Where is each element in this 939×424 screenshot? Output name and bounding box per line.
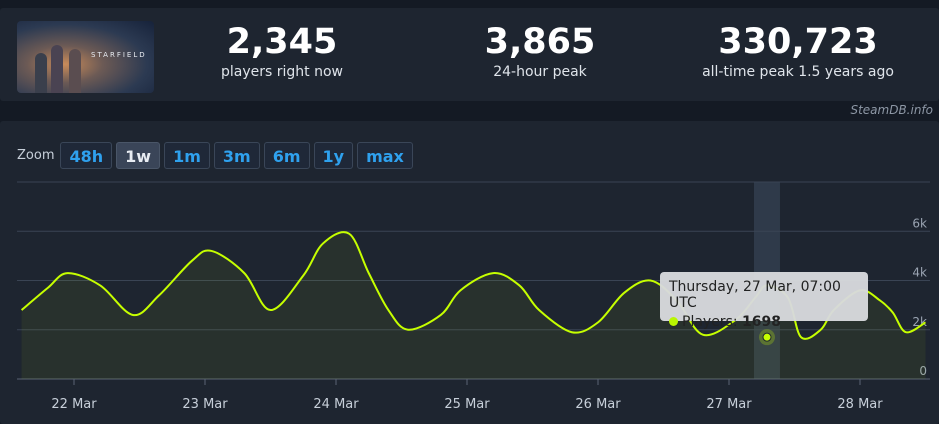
series-area — [21, 232, 926, 379]
stat-label: 24-hour peak — [493, 64, 587, 80]
astronaut-figure — [35, 53, 47, 93]
zoom-button-1m[interactable]: 1m — [164, 142, 210, 169]
astronaut-figure — [69, 49, 81, 93]
data-point-highlighted — [762, 332, 772, 342]
x-tick-label: 23 Mar — [182, 397, 228, 412]
y-tick-label: 6k — [912, 216, 927, 230]
tooltip-value: 1698 — [742, 314, 781, 330]
x-tick-label: 28 Mar — [837, 397, 883, 412]
x-tick-label: 24 Mar — [313, 397, 359, 412]
stat-value: 330,723 — [718, 22, 878, 62]
zoom-controls: Zoom 48h 1w 1m 3m 6m 1y max — [17, 142, 417, 169]
stat-24h-peak: 3,865 24-hour peak — [455, 22, 625, 80]
tooltip-series-label: Players: — [682, 314, 738, 330]
zoom-button-max[interactable]: max — [357, 142, 413, 169]
x-tick-label: 26 Mar — [575, 397, 621, 412]
game-cover-image[interactable]: STARFIELD — [17, 21, 154, 93]
stat-current-players: 2,345 players right now — [197, 22, 367, 80]
x-tick-label: 25 Mar — [444, 397, 490, 412]
zoom-button-6m[interactable]: 6m — [263, 142, 310, 169]
y-tick-label: 4k — [912, 266, 927, 280]
stat-label: all-time peak 1.5 years ago — [702, 64, 894, 80]
zoom-button-48h[interactable]: 48h — [60, 142, 113, 169]
player-count-chart[interactable]: 0 2k 4k 6k 22 Mar 23 Mar 24 Mar 25 Mar 26 Mar 27 … — [0, 121, 939, 424]
stat-label: players right now — [221, 64, 343, 80]
game-logo: STARFIELD — [91, 51, 147, 59]
stats-bar: STARFIELD 2,345 players right now 3,865 … — [0, 8, 939, 101]
chart-tooltip: Thursday, 27 Mar, 07:00 UTC Players: 169… — [660, 272, 868, 330]
zoom-button-3m[interactable]: 3m — [213, 142, 260, 169]
zoom-label: Zoom — [17, 148, 55, 163]
tooltip-title: Thursday, 27 Mar, 07:00 UTC — [669, 279, 841, 311]
x-tick-label: 27 Mar — [706, 397, 752, 412]
stat-value: 2,345 — [226, 22, 338, 62]
y-tick-label: 2k — [912, 315, 927, 329]
series-line-players — [20, 231, 927, 340]
series-dot-icon — [669, 317, 678, 326]
steamdb-credit-link[interactable]: SteamDB.info — [850, 103, 933, 117]
zoom-button-1w[interactable]: 1w — [116, 142, 161, 169]
astronaut-figure — [51, 45, 63, 93]
y-tick-label: 0 — [919, 364, 927, 378]
x-tick-label: 22 Mar — [51, 397, 97, 412]
stat-all-time-peak: 330,723 all-time peak 1.5 years ago — [688, 22, 908, 80]
chart-panel: Zoom 48h 1w 1m 3m 6m 1y max 0 2k 4k 6k 22 Ma… — [0, 121, 939, 424]
stat-value: 3,865 — [484, 22, 596, 62]
zoom-button-1y[interactable]: 1y — [313, 142, 354, 169]
